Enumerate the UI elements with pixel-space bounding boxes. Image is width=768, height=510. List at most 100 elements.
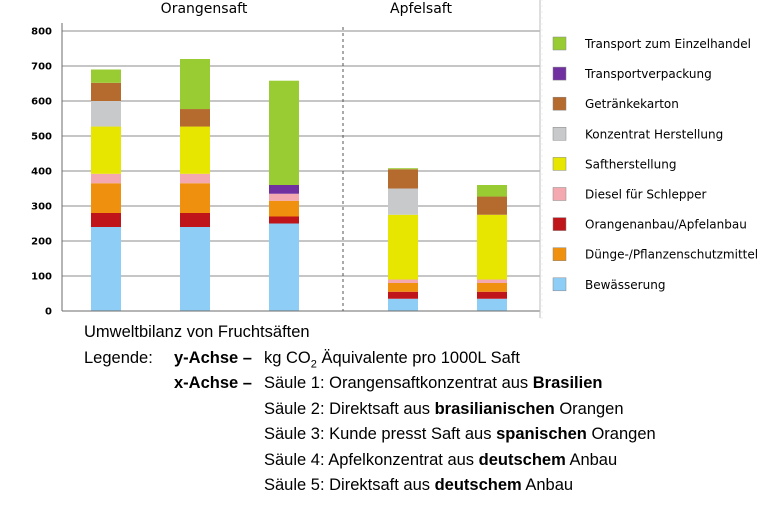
bar-5-segment-2 <box>477 291 507 299</box>
legend-label-3: Getränkekarton <box>585 97 679 111</box>
bar-1-segment-6 <box>91 101 121 127</box>
bar-5-segment-9 <box>477 185 507 197</box>
grid-lines <box>62 30 540 277</box>
axes <box>61 0 543 319</box>
line-4-post: Anbau <box>565 450 618 469</box>
caption-legend-label: Legende: <box>84 348 153 367</box>
legend-label-9: Bewässerung <box>585 278 665 292</box>
y-tick-label-600: 600 <box>31 97 52 108</box>
legend-swatch-3 <box>552 96 567 111</box>
caption-line-1: Säule 1: Orangensaftkonzentrat aus Brasi… <box>264 371 602 397</box>
bar-4-segment-9 <box>388 168 418 170</box>
y-tick-labels: 0 100 200 300 400 500 600 700 800 <box>31 27 52 318</box>
bar-2-segment-0 <box>180 227 210 311</box>
bar-3-segment-9 <box>269 80 299 185</box>
bar-1-segment-7 <box>91 82 121 101</box>
y-text-pre: kg CO <box>264 348 311 367</box>
legend-label-2: Transportverpackung <box>584 67 712 81</box>
bar-3-segment-0 <box>269 223 299 311</box>
caption-line-3: Säule 3: Kunde presst Saft aus spanische… <box>264 422 656 448</box>
legend-label-8: Dünge-/Pflanzenschutzmittel <box>585 248 758 262</box>
bar-2-segment-3 <box>180 183 210 213</box>
caption-y-text: kg CO2 Äquivalente pro 1000L Saft <box>264 346 520 378</box>
y-tick-label-500: 500 <box>31 132 52 143</box>
bar-2-segment-4 <box>180 173 210 184</box>
group-label-2: Apfelsaft <box>390 1 452 17</box>
bar-1-segment-5 <box>91 126 121 174</box>
legend-swatch-8 <box>552 247 567 261</box>
legend-label-5: Saftherstellung <box>585 157 676 171</box>
y-text-post: Äquivalente pro 1000L Saft <box>316 348 520 367</box>
caption-y-key: y-Achse – <box>174 348 252 367</box>
line-1-bold: Brasilien <box>532 374 603 392</box>
legend-swatch-4 <box>552 127 567 141</box>
caption-line-2: Säule 2: Direktsaft aus brasilianischen … <box>264 397 624 423</box>
group-label-1: Orangensaft <box>161 1 248 17</box>
bar-5-segment-7 <box>477 196 507 215</box>
bar-2-segment-7 <box>180 109 210 127</box>
line-1-pre: Säule 1: Orangensaftkonzentrat aus <box>264 374 533 392</box>
line-3-post: Orangen <box>586 425 656 443</box>
caption-line-4: Säule 4: Apfelkonzentrat aus deutschem A… <box>264 448 617 474</box>
legend-swatch-6 <box>552 187 567 201</box>
bar-4-segment-3 <box>388 283 418 292</box>
y-tick-label-0: 0 <box>45 307 52 318</box>
legend-swatch-9 <box>552 277 567 292</box>
bar-1-segment-9 <box>91 69 121 83</box>
legend-label-6: Diesel für Schlepper <box>585 188 706 202</box>
bar-4-segment-7 <box>388 169 418 189</box>
y-tick-label-200: 200 <box>31 237 52 248</box>
bar-4-segment-4 <box>388 279 418 283</box>
bar-3-segment-8 <box>269 185 299 194</box>
line-5-pre: Säule 5: Direktsaft aus <box>264 476 435 494</box>
line-3-bold: spanischen <box>496 425 587 443</box>
y-tick-label-300: 300 <box>31 202 52 213</box>
bar-3-segment-3 <box>269 200 299 217</box>
bar-5-segment-4 <box>477 279 507 283</box>
group-labels: Orangensaft Apfelsaft <box>161 1 453 17</box>
caption: Umweltbilanz von Fruchtsäften Legende: y… <box>0 318 768 510</box>
legend-label-7: Orangenanbau/Apfelanbau <box>585 218 747 232</box>
y-tick-label-400: 400 <box>31 167 52 178</box>
caption-line-5: Säule 5: Direktsaft aus deutschem Anbau <box>264 473 573 499</box>
y-tick-label-100: 100 <box>31 272 52 283</box>
bar-4-segment-0 <box>388 298 418 311</box>
caption-x-key: x-Achse – <box>174 374 252 392</box>
bars <box>91 59 507 311</box>
bar-2-segment-2 <box>180 213 210 227</box>
bar-1-segment-2 <box>91 213 121 227</box>
legend-label-1: Transport zum Einzelhandel <box>584 37 751 51</box>
bar-2-segment-9 <box>180 59 210 110</box>
line-2-pre: Säule 2: Direktsaft aus <box>264 399 435 418</box>
line-4-bold: deutschem <box>478 450 566 469</box>
bar-1-segment-4 <box>91 173 121 184</box>
legend-swatch-2 <box>552 66 567 81</box>
legend: Transport zum Einzelhandel Transportverpa… <box>552 36 758 292</box>
stacked-bar-chart: 0 100 200 300 400 500 600 700 800 Orangensaft Apf… <box>31 0 758 319</box>
bar-2-segment-5 <box>180 126 210 174</box>
y-text-sub: 2 <box>310 357 317 370</box>
bar-3-segment-4 <box>269 193 299 201</box>
line-2-bold: brasilianischen <box>434 399 555 418</box>
bar-4-segment-2 <box>388 291 418 299</box>
legend-label-4: Konzentrat Herstellung <box>585 127 723 141</box>
bar-1-segment-0 <box>91 227 121 311</box>
bar-1-segment-3 <box>91 183 121 213</box>
y-tick-label-700: 700 <box>31 62 52 73</box>
bar-3-segment-2 <box>269 216 299 224</box>
line-3-pre: Säule 3: Kunde presst Saft aus <box>264 425 497 443</box>
caption-title: Umweltbilanz von Fruchtsäften <box>84 323 310 341</box>
y-tick-label-800: 800 <box>31 27 52 38</box>
bar-5-segment-5 <box>477 214 507 280</box>
legend-swatch-7 <box>552 217 567 231</box>
bar-4-segment-6 <box>388 188 418 215</box>
line-4-pre: Säule 4: Apfelkonzentrat aus <box>264 450 479 469</box>
legend-swatch-1 <box>552 36 567 51</box>
line-5-post: Anbau <box>521 476 574 494</box>
bar-5-segment-0 <box>477 298 507 311</box>
line-5-bold: deutschem <box>434 476 522 494</box>
bar-4-segment-5 <box>388 214 418 280</box>
line-2-post: Orangen <box>554 399 624 418</box>
legend-swatch-5 <box>552 157 567 171</box>
bar-5-segment-3 <box>477 283 507 292</box>
